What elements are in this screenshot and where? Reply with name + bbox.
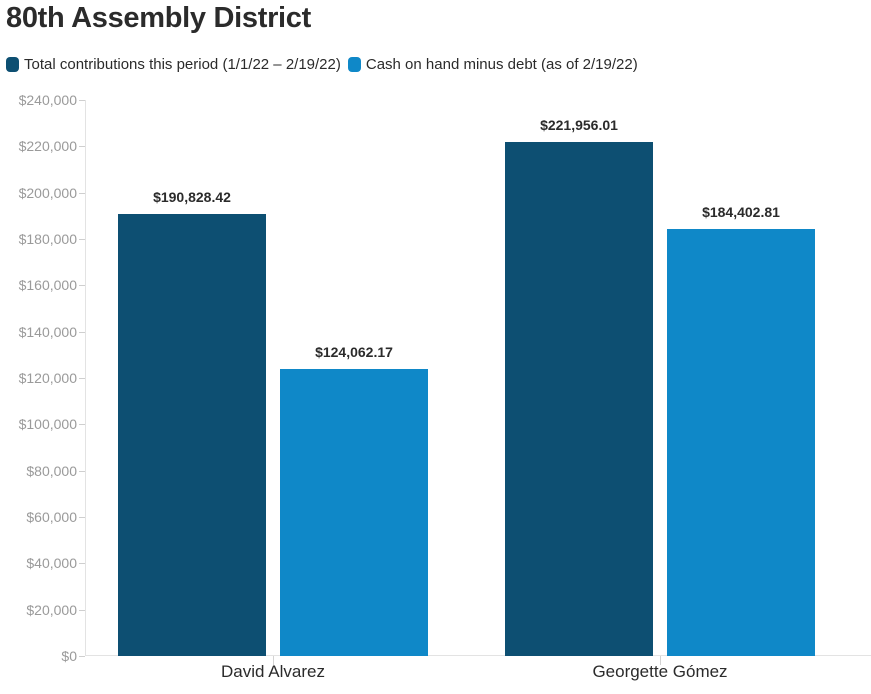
- legend-item-cash-on-hand[interactable]: Cash on hand minus debt (as of 2/19/22): [347, 56, 638, 73]
- y-axis-tick-label: $0: [61, 648, 77, 664]
- y-axis-line: [85, 100, 86, 656]
- y-axis-tick: [79, 424, 85, 426]
- y-axis-tick-label: $240,000: [18, 92, 77, 108]
- y-axis-tick: [79, 146, 85, 148]
- y-axis-tick: [79, 609, 85, 611]
- legend-swatch-icon: [347, 57, 361, 72]
- y-axis-tick-label: $140,000: [18, 323, 77, 340]
- y-axis-tick-label: $200,000: [18, 184, 77, 201]
- x-axis-line: [85, 655, 871, 656]
- y-axis-tick: [79, 378, 85, 379]
- x-axis-category-label: Georgette Gómez: [592, 662, 728, 681]
- bar-value-label: $124,062.17: [315, 343, 393, 360]
- bar-value-label: $184,402.81: [702, 203, 780, 220]
- bar[interactable]: $190,828.42: [118, 189, 266, 656]
- bar[interactable]: $184,402.81: [667, 204, 815, 656]
- legend-item-label: Total contributions this period (1/1/22 …: [24, 56, 341, 73]
- y-axis-tick-label: $20,000: [26, 601, 77, 618]
- y-axis-tick-label: $180,000: [18, 231, 77, 247]
- y-axis-tick: [79, 285, 85, 287]
- x-axis-tick: [660, 656, 661, 665]
- y-axis-tick: [79, 470, 85, 472]
- bar[interactable]: $221,956.01: [505, 117, 653, 656]
- legend-swatch-icon: [6, 57, 19, 72]
- y-axis-tick: [79, 192, 85, 194]
- y-axis-tick: [79, 100, 85, 101]
- legend-item-label: Cash on hand minus debt (as of 2/19/22): [365, 56, 638, 73]
- y-axis-tick-label: $60,000: [26, 509, 77, 525]
- y-axis-tick-label: $220,000: [18, 138, 77, 155]
- x-axis-category-label: David Alvarez: [221, 662, 325, 681]
- bar-value-label: $221,956.01: [540, 116, 618, 133]
- y-axis-tick: [79, 239, 85, 240]
- y-axis-tick: [79, 656, 85, 657]
- bar[interactable]: $124,062.17: [280, 344, 428, 656]
- y-axis-tick-label: $120,000: [18, 370, 77, 386]
- plot-area: $0 $20,000 $40,000 $60,000 $80,000 $100,000 $1…: [19, 92, 871, 681]
- legend-item-total-contributions[interactable]: Total contributions this period (1/1/22 …: [6, 57, 341, 72]
- y-axis-tick: [79, 563, 85, 565]
- y-axis-tick: [79, 517, 85, 518]
- chart-legend: Total contributions this period (1/1/22 …: [6, 57, 638, 72]
- y-axis-tick-label: $100,000: [18, 416, 77, 433]
- chart-title: 80th Assembly District: [6, 2, 311, 34]
- y-axis-tick-label: $160,000: [18, 277, 77, 294]
- y-axis-tick: [79, 331, 85, 333]
- bar-value-label: $190,828.42: [153, 188, 231, 205]
- y-axis-tick-label: $40,000: [26, 555, 77, 572]
- y-axis-tick-label: $80,000: [26, 462, 77, 479]
- x-axis-tick: [273, 656, 274, 665]
